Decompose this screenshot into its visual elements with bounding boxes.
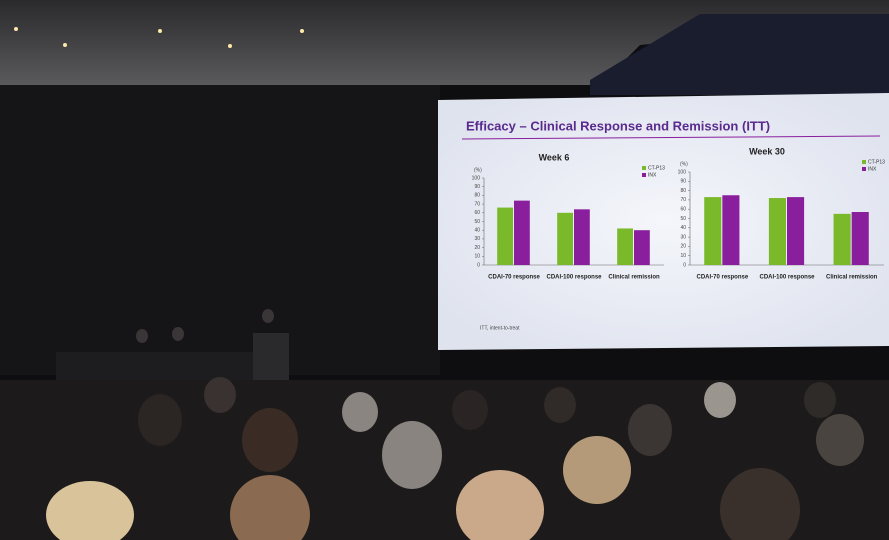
chart-title: Week 6 [539, 152, 570, 162]
y-tick-label: 10 [680, 253, 686, 259]
bar [851, 211, 869, 265]
slide-title: Efficacy – Clinical Response and Remissi… [466, 118, 770, 133]
y-axis-label: (%) [680, 161, 688, 167]
bar [833, 213, 851, 265]
y-tick-label: 20 [680, 244, 686, 250]
x-tick-label: Clinical remission [826, 275, 878, 281]
panelists [136, 309, 274, 343]
y-tick-label: 40 [474, 228, 480, 234]
ceiling-lights [14, 27, 304, 48]
y-tick-label: 0 [683, 262, 686, 268]
x-tick-label: Clinical remission [608, 275, 660, 281]
footnote: ITT, intent-to-treat [480, 325, 520, 331]
bar [634, 230, 650, 265]
bar [514, 200, 530, 265]
x-tick-label: CDAI-100 response [546, 275, 602, 281]
y-tick-label: 60 [680, 207, 686, 213]
y-tick-label: 40 [680, 225, 686, 231]
bar [704, 197, 722, 265]
legend-swatch [642, 166, 646, 170]
y-tick-label: 90 [474, 184, 480, 190]
y-tick-label: 50 [680, 216, 686, 222]
y-tick-label: 70 [680, 197, 686, 203]
legend-swatch [862, 167, 866, 171]
legend-swatch [642, 173, 646, 177]
legend-label: CT-P13 [868, 159, 885, 165]
legend-label: INX [648, 172, 657, 178]
y-tick-label: 0 [477, 262, 480, 268]
ceiling [0, 0, 889, 85]
y-tick-label: 30 [474, 236, 480, 242]
y-tick-label: 70 [474, 201, 480, 207]
y-tick-label: 90 [680, 179, 686, 185]
y-tick-label: 50 [474, 219, 480, 225]
title-rule [461, 135, 881, 140]
y-tick-label: 100 [678, 169, 687, 175]
bar [617, 228, 633, 265]
bar [497, 207, 513, 265]
chart-title: Week 30 [749, 146, 785, 156]
y-tick-label: 20 [474, 245, 480, 251]
curtain [0, 85, 440, 375]
audience [46, 377, 864, 540]
upper-wall [590, 14, 889, 95]
y-axis-label: (%) [474, 167, 482, 173]
y-tick-label: 100 [472, 175, 481, 181]
x-tick-label: CDAI-70 response [488, 275, 540, 281]
y-tick-label: 30 [680, 234, 686, 240]
y-tick-label: 10 [474, 254, 480, 260]
legend-swatch [862, 160, 866, 164]
x-tick-label: CDAI-100 response [759, 275, 815, 281]
bar [574, 209, 590, 265]
y-tick-label: 80 [474, 193, 480, 199]
y-tick-label: 80 [680, 188, 686, 194]
slide [438, 93, 889, 350]
bar [787, 197, 805, 265]
bar [768, 198, 786, 265]
bar [722, 195, 740, 265]
y-tick-label: 60 [474, 210, 480, 216]
bar [557, 212, 573, 265]
legend-label: INX [868, 166, 877, 172]
x-tick-label: CDAI-70 response [696, 275, 748, 281]
legend-label: CT-P13 [648, 165, 665, 171]
